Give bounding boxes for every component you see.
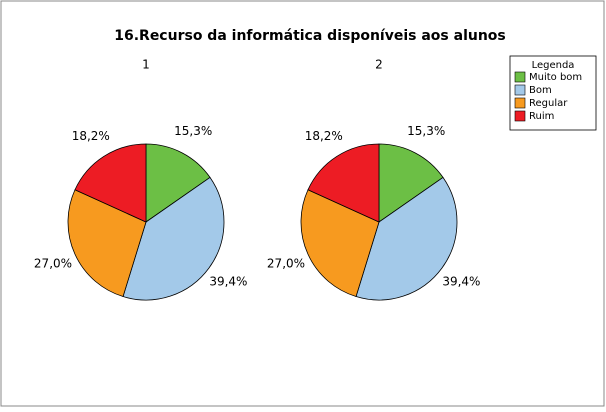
data-label: 27,0% (34, 256, 72, 270)
legend-label: Bom (529, 85, 552, 96)
pie-slice (378, 143, 444, 223)
legend-swatch (514, 97, 526, 109)
data-label: 18,2% (305, 129, 343, 143)
legend-title: Legenda (532, 60, 575, 71)
pie-slice (122, 176, 225, 301)
legend-label: Ruim (529, 111, 554, 122)
pie-subtitle: 1 (142, 58, 150, 72)
pie-slice (307, 143, 380, 223)
chart-title: 16.Recurso da informática disponíveis ao… (114, 28, 506, 44)
legend-swatch (514, 71, 526, 83)
pie-slice (300, 189, 380, 298)
legend-swatch (514, 84, 526, 96)
legend-label: Regular (529, 98, 568, 109)
pie-subtitle: 2 (375, 58, 383, 72)
data-label: 39,4% (442, 275, 480, 289)
legend-swatch (514, 110, 526, 122)
legend-label: Muito bom (529, 72, 582, 83)
pie-slice (67, 189, 147, 298)
data-label: 39,4% (209, 275, 247, 289)
pie-slice (74, 143, 147, 223)
data-label: 15,3% (407, 124, 445, 138)
pie-slice (145, 143, 211, 223)
data-label: 15,3% (174, 124, 212, 138)
data-label: 27,0% (267, 256, 305, 270)
data-label: 18,2% (72, 129, 110, 143)
pie-slice (355, 176, 458, 301)
